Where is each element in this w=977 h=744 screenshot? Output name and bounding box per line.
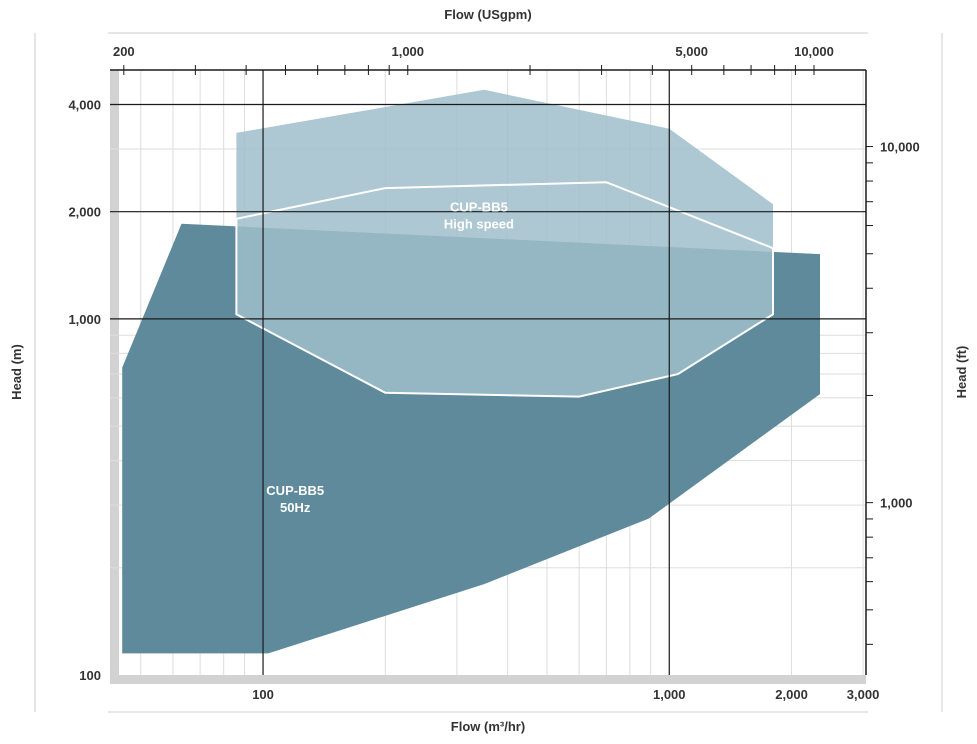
x-axis-title-top: Flow (USgpm) xyxy=(444,7,531,22)
region-cup-bb5-high-speed xyxy=(236,89,773,397)
y-tick-label-right: 10,000 xyxy=(880,140,920,155)
region-high-speed-envelope xyxy=(235,181,774,398)
y-axis-title-left: Head (m) xyxy=(9,344,24,400)
x-tick-label-top: 1,000 xyxy=(391,44,424,59)
chart-frame xyxy=(34,32,943,713)
x-tick-label-bottom: 1,000 xyxy=(653,687,686,702)
y-tick-label-left: 100 xyxy=(79,668,101,683)
coverage-regions xyxy=(122,89,820,654)
y-tick-label-left: 1,000 xyxy=(68,312,101,327)
x-tick-label-top: 5,000 xyxy=(675,44,708,59)
bottom-axis-bar xyxy=(110,675,866,684)
region-label: CUP-BB5 xyxy=(450,200,508,215)
region-labels: CUP-BB5 50Hz CUP-BB5 High speed xyxy=(266,200,514,515)
x-tick-label-bottom: 2,000 xyxy=(775,687,808,702)
left-axis-bar xyxy=(110,70,119,684)
x-tick-label-top: 200 xyxy=(113,44,135,59)
y-tick-label-right: 1,000 xyxy=(880,496,913,511)
y-axis-title-right: Head (ft) xyxy=(954,346,969,399)
y-tick-label-left: 4,000 xyxy=(68,98,101,113)
y-tick-label-left: 2,000 xyxy=(68,205,101,220)
x-axis-title-bottom: Flow (m³/hr) xyxy=(451,719,525,734)
region-label: 50Hz xyxy=(280,500,311,515)
x-tick-label-bottom: 100 xyxy=(252,687,274,702)
x-tick-label-bottom: 3,000 xyxy=(847,687,880,702)
region-label: CUP-BB5 xyxy=(266,483,324,498)
tick-labels: 100 1,000 2,000 3,000 200 1,000 5,000 10,000 100… xyxy=(68,44,919,702)
axes xyxy=(110,65,873,675)
region-label: High speed xyxy=(444,217,514,232)
x-tick-label-top: 10,000 xyxy=(794,44,834,59)
